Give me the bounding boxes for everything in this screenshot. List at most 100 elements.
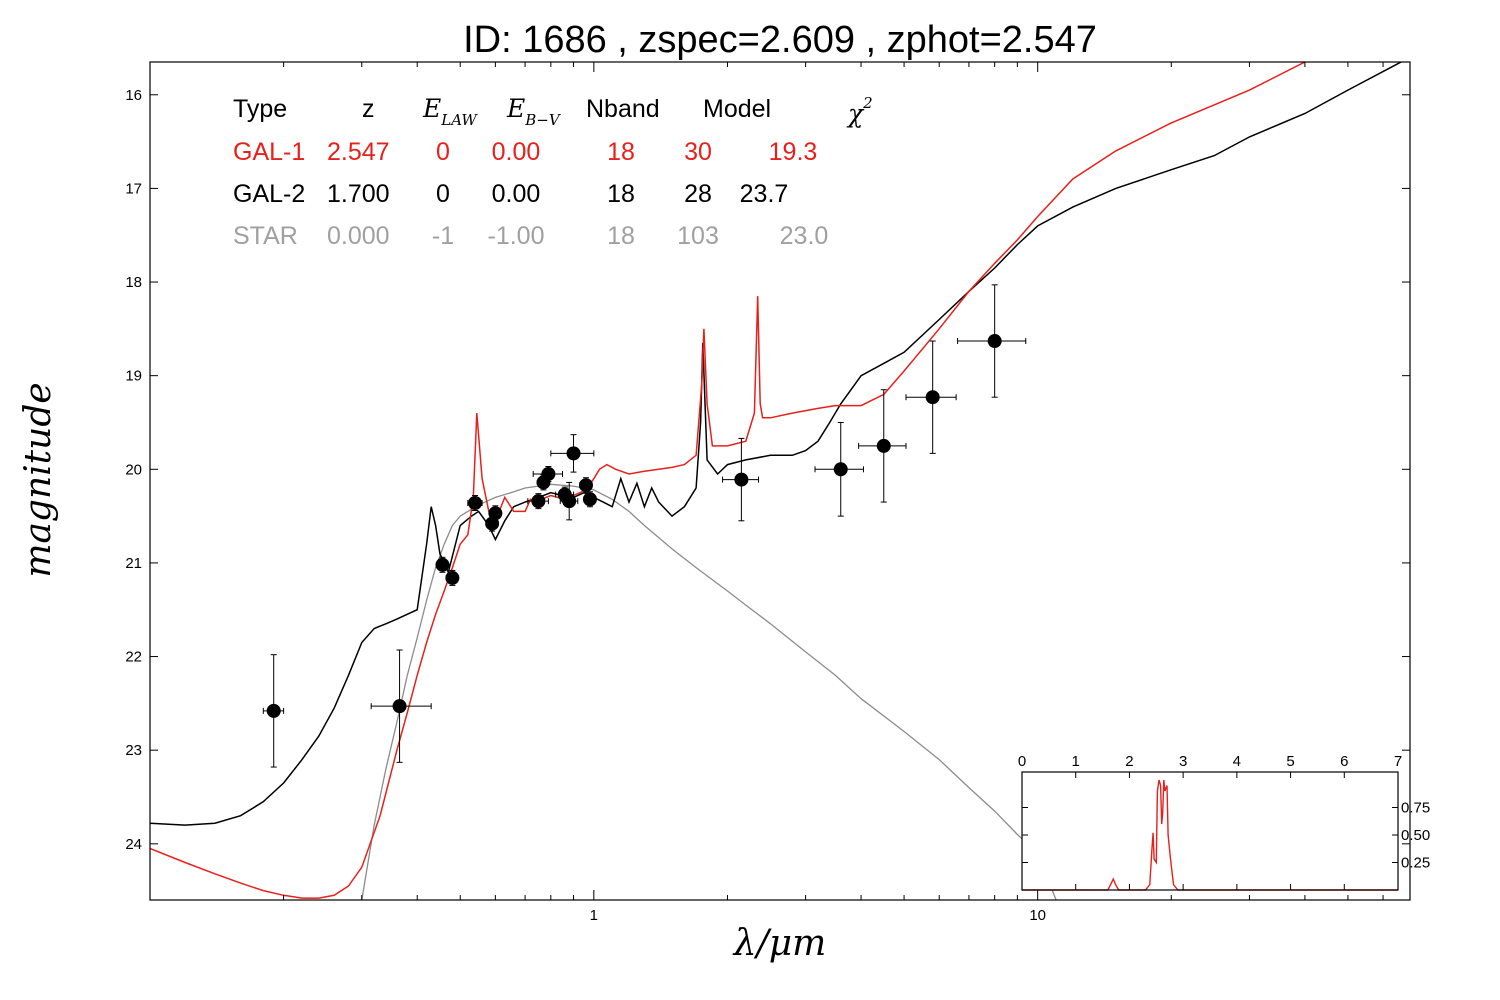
table-cell: 0 (436, 138, 450, 166)
table-cell: 30 (684, 138, 712, 166)
y-tick-label: 22 (125, 649, 142, 666)
data-point-marker (734, 472, 749, 487)
data-point (467, 495, 483, 511)
data-point-marker (925, 390, 940, 405)
y-tick-label: 17 (125, 180, 142, 197)
data-point (488, 505, 503, 522)
table-cell: -1 (432, 222, 454, 250)
data-point (445, 569, 460, 586)
y-tick-label: 18 (125, 274, 142, 291)
x-axis-ticks: 1 10 (283, 62, 1384, 924)
plot-lines (150, 62, 1403, 900)
zphot-pdf-inset: 0 1 2 3 4 5 6 7 0.25 0.50 0.75 (1018, 753, 1430, 891)
data-point-marker (582, 492, 597, 507)
inset-y-tick-label: 0.50 (1401, 827, 1430, 844)
table-cell: 18 (607, 222, 635, 250)
table-cell: 28 (684, 180, 712, 208)
data-point-marker (987, 334, 1002, 349)
inset-y-ticks: 0.25 0.50 0.75 (1022, 800, 1430, 872)
table-cell: 0.00 (492, 180, 541, 208)
header-elaw-e: E (422, 94, 441, 123)
data-point (435, 556, 450, 573)
data-point (578, 477, 593, 494)
table-cell: 23.0 (780, 222, 829, 250)
inset-frame (1021, 771, 1399, 891)
table-cell: 18 (607, 138, 635, 166)
data-point-marker (266, 703, 281, 718)
table-cell: 19.3 (769, 138, 818, 166)
header-elaw: ELAW (422, 94, 478, 129)
inset-x-tick-label: 7 (1394, 753, 1402, 770)
header-chi2-sup: 2 (862, 94, 873, 112)
series-line-gal-1 (150, 62, 1307, 899)
data-point (858, 389, 907, 503)
table-cell: 23.7 (740, 180, 789, 208)
data-point-marker (562, 494, 577, 509)
header-ebv-sub: B−V (524, 111, 562, 129)
plot-frame (149, 61, 1411, 901)
data-point-marker (435, 557, 450, 572)
table-cell: 18 (607, 180, 635, 208)
inset-y-tick-label: 0.25 (1401, 855, 1430, 872)
x-tick-label: 1 (590, 907, 598, 924)
data-point-marker (833, 462, 848, 477)
header-chi2: χ2 (846, 94, 873, 128)
inset-x-tick-label: 1 (1072, 753, 1080, 770)
table-cell: 0.00 (492, 138, 541, 166)
data-point (559, 481, 579, 521)
data-point (722, 437, 760, 522)
data-point (262, 654, 285, 768)
data-point (582, 491, 597, 508)
data-point-marker (445, 570, 460, 585)
y-tick-label: 24 (125, 836, 142, 853)
data-point-marker (578, 478, 593, 493)
header-ebv: EB−V (506, 94, 562, 129)
header-nband: Nband (586, 95, 660, 123)
inset-x-tick-label: 4 (1233, 753, 1241, 770)
header-z: z (362, 95, 375, 123)
series-line-star (361, 483, 1057, 900)
inset-x-tick-label: 0 (1018, 753, 1026, 770)
data-point-marker (468, 496, 483, 511)
data-point (532, 465, 564, 482)
table-cell: 2.547 (327, 138, 390, 166)
x-tick-label: 10 (1029, 907, 1046, 924)
table-cell: 103 (677, 222, 719, 250)
table-cell: -1.00 (488, 222, 545, 250)
inset-x-ticks: 0 1 2 3 4 5 6 7 (1018, 753, 1402, 890)
inset-y-tick-label: 0.75 (1401, 800, 1430, 817)
data-point (527, 493, 549, 510)
data-point-marker (392, 699, 407, 714)
fit-table: Type z ELAW EB−V Nband Model χ2 GAL-1 2.5… (233, 94, 873, 250)
table-cell: GAL-1 (233, 138, 305, 166)
data-point (905, 340, 957, 454)
data-point (370, 649, 432, 763)
inset-x-tick-label: 3 (1179, 753, 1187, 770)
inset-x-tick-label: 2 (1125, 753, 1133, 770)
y-tick-label: 23 (125, 742, 142, 759)
data-point-marker (531, 494, 546, 509)
inset-x-tick-label: 6 (1340, 753, 1348, 770)
data-point-marker (876, 438, 891, 453)
inset-x-tick-label: 5 (1286, 753, 1294, 770)
chart-title: ID: 1686 , zspec=2.609 , zphot=2.547 (463, 19, 1097, 61)
y-tick-label: 16 (125, 87, 142, 104)
y-tick-label: 21 (125, 555, 142, 572)
table-rows: GAL-1 2.547 0 0.00 18 30 19.3 GAL-2 1.700 0 0.00 18… (233, 138, 828, 250)
table-cell: 1.700 (327, 180, 390, 208)
inset-background (1022, 772, 1398, 890)
header-type: Type (233, 95, 287, 123)
data-point-marker (566, 446, 581, 461)
y-tick-label: 19 (125, 368, 142, 385)
inset-pdf-curve (1022, 779, 1398, 891)
series-line-gal-2 (150, 62, 1403, 826)
header-chi2-chi: χ (846, 99, 865, 128)
data-point (957, 284, 1027, 398)
header-ebv-e: E (506, 94, 525, 123)
data-point (814, 421, 864, 517)
table-cell: GAL-2 (233, 180, 305, 208)
header-model: Model (703, 95, 771, 123)
photometry-points (262, 284, 1027, 768)
